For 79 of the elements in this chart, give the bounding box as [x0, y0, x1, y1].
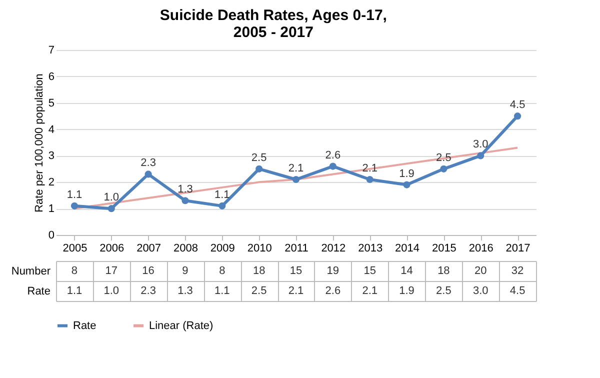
data-label: 1.1 — [66, 188, 82, 201]
text: 2.6 — [325, 285, 341, 297]
text: 1.1 — [66, 285, 82, 297]
point — [144, 170, 152, 178]
point — [70, 202, 78, 210]
x-tick-label: 2011 — [284, 242, 308, 254]
y-tick-label: 7 — [48, 44, 54, 56]
point — [366, 176, 374, 184]
y-tick-label: 5 — [48, 97, 54, 110]
y-tick-label: 1 — [48, 203, 54, 216]
text: 2.1 — [288, 285, 304, 297]
data-label: 2.6 — [325, 149, 341, 162]
x-tick-label: 2007 — [136, 242, 162, 254]
text: 15 — [290, 265, 302, 277]
x-tick-label: 2005 — [62, 242, 88, 254]
data-label: 3.0 — [472, 138, 488, 151]
text: 1.9 — [399, 285, 414, 297]
x-tick-label: 2006 — [100, 242, 124, 254]
data-label: 2.1 — [288, 162, 304, 174]
data-label: 2.5 — [436, 152, 452, 164]
text: 2.5 — [251, 285, 267, 297]
x-tick-label: 2008 — [173, 242, 198, 254]
x-tick-label: 2010 — [247, 242, 272, 254]
text: 17 — [105, 265, 118, 277]
text: 19 — [326, 265, 340, 277]
text: 2.5 — [436, 285, 452, 297]
x-tick-label: 2014 — [395, 242, 420, 254]
text: 2.3 — [140, 285, 156, 297]
point — [477, 152, 484, 160]
x-tick-label: 2012 — [321, 242, 346, 254]
point — [292, 176, 300, 184]
y-tick-label: 3 — [48, 150, 54, 162]
text: 4.5 — [510, 285, 526, 297]
legend-label: Linear (Rate) — [149, 320, 214, 332]
point — [514, 112, 522, 120]
x-tick-label: 2009 — [210, 242, 235, 254]
text: 9 — [182, 265, 188, 277]
legend-label: Rate — [73, 320, 96, 332]
point — [403, 181, 410, 188]
x-tick-label: 2013 — [358, 242, 383, 254]
x-tick-label: 2015 — [432, 242, 456, 254]
text: 1.3 — [178, 285, 193, 297]
text: 18 — [438, 265, 450, 277]
text: 14 — [400, 265, 413, 277]
text: Number — [11, 266, 51, 278]
text: 32 — [511, 265, 524, 277]
x-tick-label: 2016 — [468, 242, 494, 254]
text: Rate — [27, 286, 50, 298]
data-label: 2.3 — [140, 157, 156, 170]
data-label: 2.1 — [362, 162, 378, 174]
point — [256, 165, 263, 172]
y-tick-label: 6 — [48, 70, 54, 83]
text: 1.1 — [214, 285, 230, 297]
point — [218, 202, 226, 210]
text: 8 — [71, 265, 78, 277]
data-label: 2.5 — [251, 152, 267, 164]
point — [329, 162, 336, 170]
x-tick-label: 2017 — [506, 242, 530, 254]
y-axis-title: Rate per 100,000 population — [33, 74, 46, 212]
y-tick-label: 0 — [48, 230, 54, 242]
data-label: 1.1 — [214, 188, 230, 201]
data-label: 1.0 — [104, 192, 120, 204]
text: 15 — [364, 265, 376, 277]
text: 1.0 — [104, 285, 120, 297]
data-label: 1.9 — [399, 168, 414, 180]
data-label: 1.3 — [178, 184, 193, 196]
data-label: 4.5 — [510, 99, 526, 112]
y-tick-label: 2 — [48, 176, 54, 189]
text: 16 — [142, 265, 154, 277]
text: 20 — [474, 265, 487, 277]
text: 8 — [219, 265, 226, 277]
text: 2.1 — [362, 285, 378, 297]
point — [108, 205, 115, 212]
point — [440, 165, 448, 172]
text: 3.0 — [472, 285, 488, 297]
point — [182, 197, 189, 204]
text: 18 — [252, 265, 266, 277]
y-tick-label: 4 — [48, 124, 54, 136]
chart-title: Suicide Death Rates, Ages 0-17, 2005 - 2017 — [160, 7, 387, 41]
